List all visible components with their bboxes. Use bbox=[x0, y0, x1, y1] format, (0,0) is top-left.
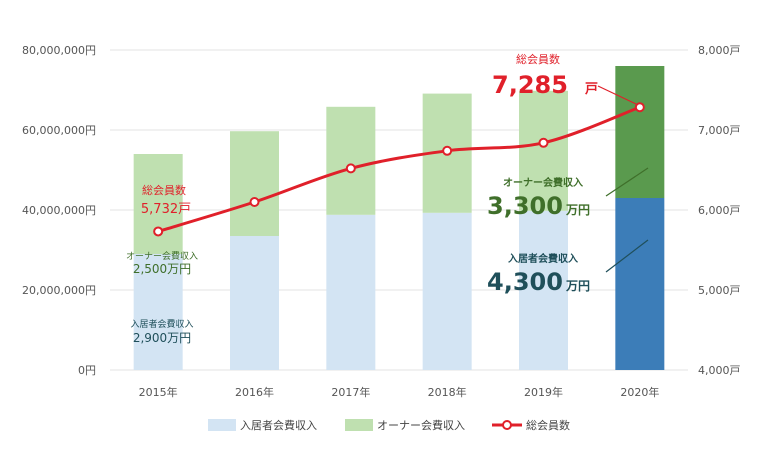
x-tick-label: 2016年 bbox=[235, 385, 274, 399]
total-2020-number: 7,285 bbox=[492, 71, 568, 99]
bar-resident-2015年 bbox=[133, 254, 183, 370]
y-right-tick-label: 4,000戸 bbox=[698, 364, 741, 377]
y-left-tick-label: 0円 bbox=[78, 364, 96, 377]
members-point-2017年 bbox=[345, 163, 356, 174]
bar-owner-2015年 bbox=[133, 154, 183, 254]
total-2015-title: 総会員数 bbox=[142, 183, 186, 197]
members-point-2015年 bbox=[153, 226, 164, 237]
bar-resident-2019年 bbox=[519, 210, 568, 370]
members-line-path bbox=[157, 105, 641, 233]
y-right-tick-label: 8,000戸 bbox=[698, 44, 741, 57]
legend-swatch-marker bbox=[502, 420, 512, 430]
legend-label-owner: オーナー会費収入 bbox=[377, 418, 465, 432]
members-point-2016年 bbox=[249, 197, 260, 207]
y-left-tick-label: 20,000,000円 bbox=[22, 284, 96, 297]
owner-2020-title: オーナー会費収入 bbox=[503, 176, 583, 189]
total-2015-value: 5,732戸 bbox=[141, 202, 191, 217]
bar-resident-2017年 bbox=[326, 214, 376, 370]
resident-2020-leader bbox=[605, 239, 649, 273]
y-right-tick-label: 7,000戸 bbox=[698, 124, 741, 137]
x-tick-label: 2019年 bbox=[524, 385, 563, 399]
owner-2015-title: オーナー会費収入 bbox=[126, 250, 198, 262]
bar-owner-2017年 bbox=[326, 106, 376, 215]
x-tick-label: 2020年 bbox=[620, 385, 659, 399]
resident-2015-value: 2,900万円 bbox=[133, 331, 191, 345]
bar-resident-2020年 bbox=[615, 198, 665, 370]
resident-2020-title: 入居者会費収入 bbox=[508, 252, 578, 265]
total-2020-leader bbox=[597, 85, 637, 105]
y-left-tick-label: 80,000,000円 bbox=[22, 44, 96, 57]
legend-swatch-resident bbox=[208, 419, 236, 431]
y-right-tick-label: 6,000戸 bbox=[698, 204, 741, 217]
total-2020-unit: 戸 bbox=[585, 82, 598, 97]
bar-owner-2019年 bbox=[519, 90, 568, 211]
members-point-2020年 bbox=[634, 102, 645, 113]
x-tick-label: 2017年 bbox=[331, 385, 370, 399]
resident-2015-title: 入居者会費収入 bbox=[130, 318, 193, 330]
total-2020-title: 総会員数 bbox=[516, 52, 560, 66]
legend-swatch-owner bbox=[345, 419, 373, 431]
owner-2020-unit: 万円 bbox=[565, 203, 590, 217]
y-left-tick-label: 40,000,000円 bbox=[22, 204, 96, 217]
owner-2020-number: 3,300 bbox=[487, 192, 563, 220]
bar-resident-2018年 bbox=[422, 212, 472, 370]
y-right-tick-label: 5,000戸 bbox=[698, 284, 741, 297]
bar-owner-2016年 bbox=[230, 131, 279, 236]
legend-label-resident: 入居者会費収入 bbox=[240, 418, 317, 432]
owner-2015-value: 2,500万円 bbox=[133, 262, 191, 276]
bar-owner-2020年 bbox=[615, 66, 665, 198]
members-point-2019年 bbox=[538, 137, 549, 148]
axes: 0円 4,000戸 20,000,000円 5,000戸 40,000,000円 6,00… bbox=[22, 44, 740, 399]
legend-label-members: 総会員数 bbox=[526, 418, 570, 432]
gridlines bbox=[110, 49, 688, 371]
x-tick-label: 2018年 bbox=[428, 385, 467, 399]
owner-2020-leader bbox=[605, 167, 649, 197]
y-left-tick-label: 60,000,000円 bbox=[22, 124, 96, 137]
legend: 入居者会費収入 オーナー会費収入 総会員数 bbox=[208, 418, 570, 432]
members-line bbox=[153, 102, 645, 237]
bars bbox=[133, 66, 665, 370]
members-point-2018年 bbox=[442, 145, 453, 156]
resident-2020-unit: 万円 bbox=[565, 279, 590, 293]
bar-resident-2016年 bbox=[230, 236, 279, 370]
x-tick-label: 2015年 bbox=[139, 385, 178, 399]
resident-2020-number: 4,300 bbox=[487, 268, 563, 296]
